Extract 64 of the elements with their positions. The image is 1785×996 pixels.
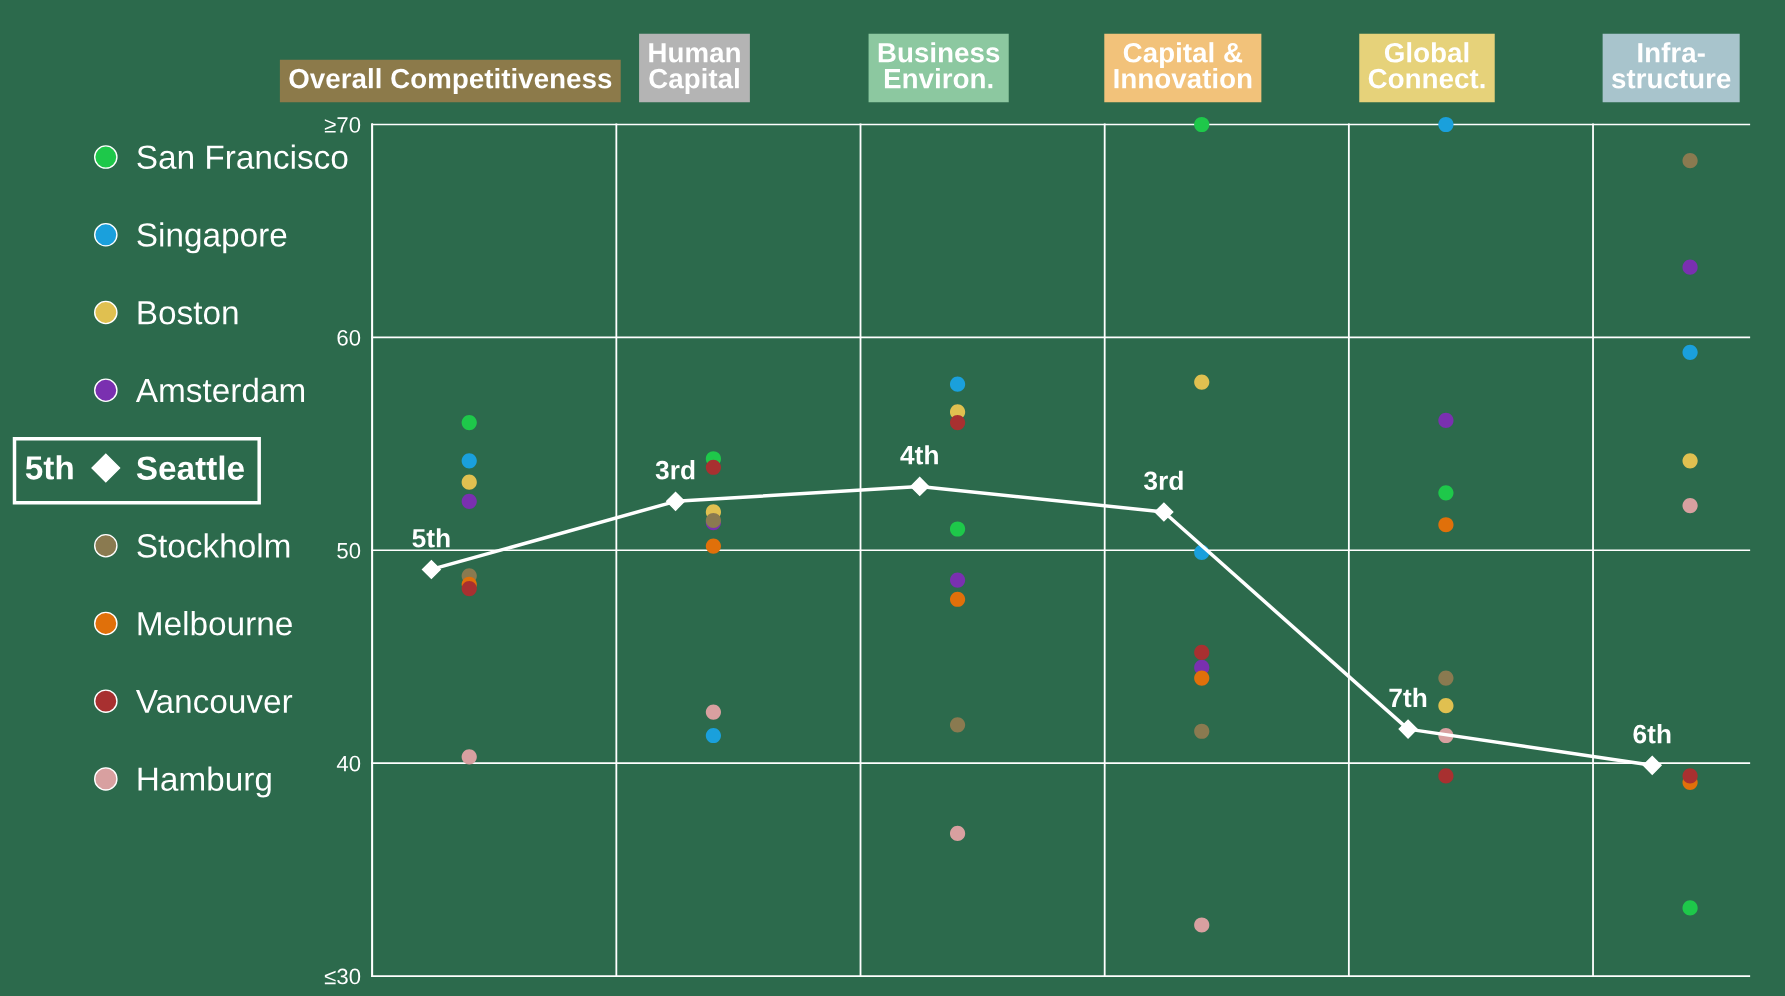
legend-label: Amsterdam	[135, 377, 305, 403]
point	[1682, 768, 1698, 784]
y-tick-label: 60	[337, 329, 361, 346]
legend-label: San Francisco	[137, 144, 348, 170]
point	[1682, 153, 1698, 169]
point	[949, 572, 966, 588]
point	[1438, 670, 1454, 686]
point	[461, 474, 477, 490]
point	[705, 538, 722, 554]
point	[705, 727, 722, 744]
point	[1194, 723, 1210, 739]
point	[1682, 900, 1698, 916]
legend-label: Stockholm	[137, 533, 290, 558]
point	[461, 581, 477, 597]
annotation: 6th	[1633, 724, 1671, 744]
point	[1682, 344, 1698, 360]
legend-label: Vancouver	[135, 689, 293, 714]
x-tick-label: Capital & Innovation	[1114, 42, 1252, 89]
y-tick-label: 50	[337, 542, 361, 559]
text: 5th	[25, 455, 73, 480]
point	[461, 749, 477, 765]
legend-label: Hamburg	[138, 766, 271, 798]
point	[1438, 698, 1454, 714]
point	[1438, 517, 1454, 533]
x-tick-label: Business Environ.	[878, 42, 1000, 89]
point	[1194, 116, 1210, 133]
point	[1438, 412, 1454, 429]
annotation: 4th	[900, 445, 938, 465]
annotation: 7th	[1389, 687, 1427, 708]
legend-label: Boston	[138, 301, 238, 325]
point	[949, 591, 966, 607]
y-tick-label: ≤30	[324, 968, 361, 985]
point	[1194, 644, 1210, 661]
annotation: 3rd	[1143, 470, 1183, 491]
point	[1438, 768, 1454, 784]
annotation: 3rd	[655, 460, 695, 480]
point	[949, 376, 966, 392]
y-tick-label: ≥70	[324, 117, 361, 133]
x-tick-label: Infra- structure	[1611, 42, 1731, 89]
point	[461, 414, 477, 431]
point	[705, 704, 722, 720]
point	[1194, 374, 1210, 390]
point	[949, 521, 966, 537]
point	[1194, 670, 1210, 686]
x-tick-label: Human Capital	[649, 43, 740, 94]
point	[949, 717, 966, 733]
legend-label: Melbourne	[138, 610, 292, 636]
x-tick-label: Global Connect.	[1368, 42, 1485, 89]
annotation: 5th	[412, 528, 450, 548]
point	[1682, 497, 1698, 514]
point	[1682, 453, 1698, 469]
point	[1438, 485, 1454, 501]
point	[1194, 917, 1210, 933]
legend-label: Singapore	[137, 222, 287, 254]
x-tick-label: Overall Competitiveness	[289, 68, 612, 94]
y-tick-label: 40	[336, 755, 361, 772]
point	[461, 493, 477, 509]
legend-label: Seattle	[136, 455, 244, 480]
point	[949, 414, 966, 431]
point	[1682, 259, 1698, 275]
point	[461, 453, 477, 469]
point	[705, 459, 722, 475]
point	[949, 825, 966, 842]
point	[1438, 116, 1454, 133]
